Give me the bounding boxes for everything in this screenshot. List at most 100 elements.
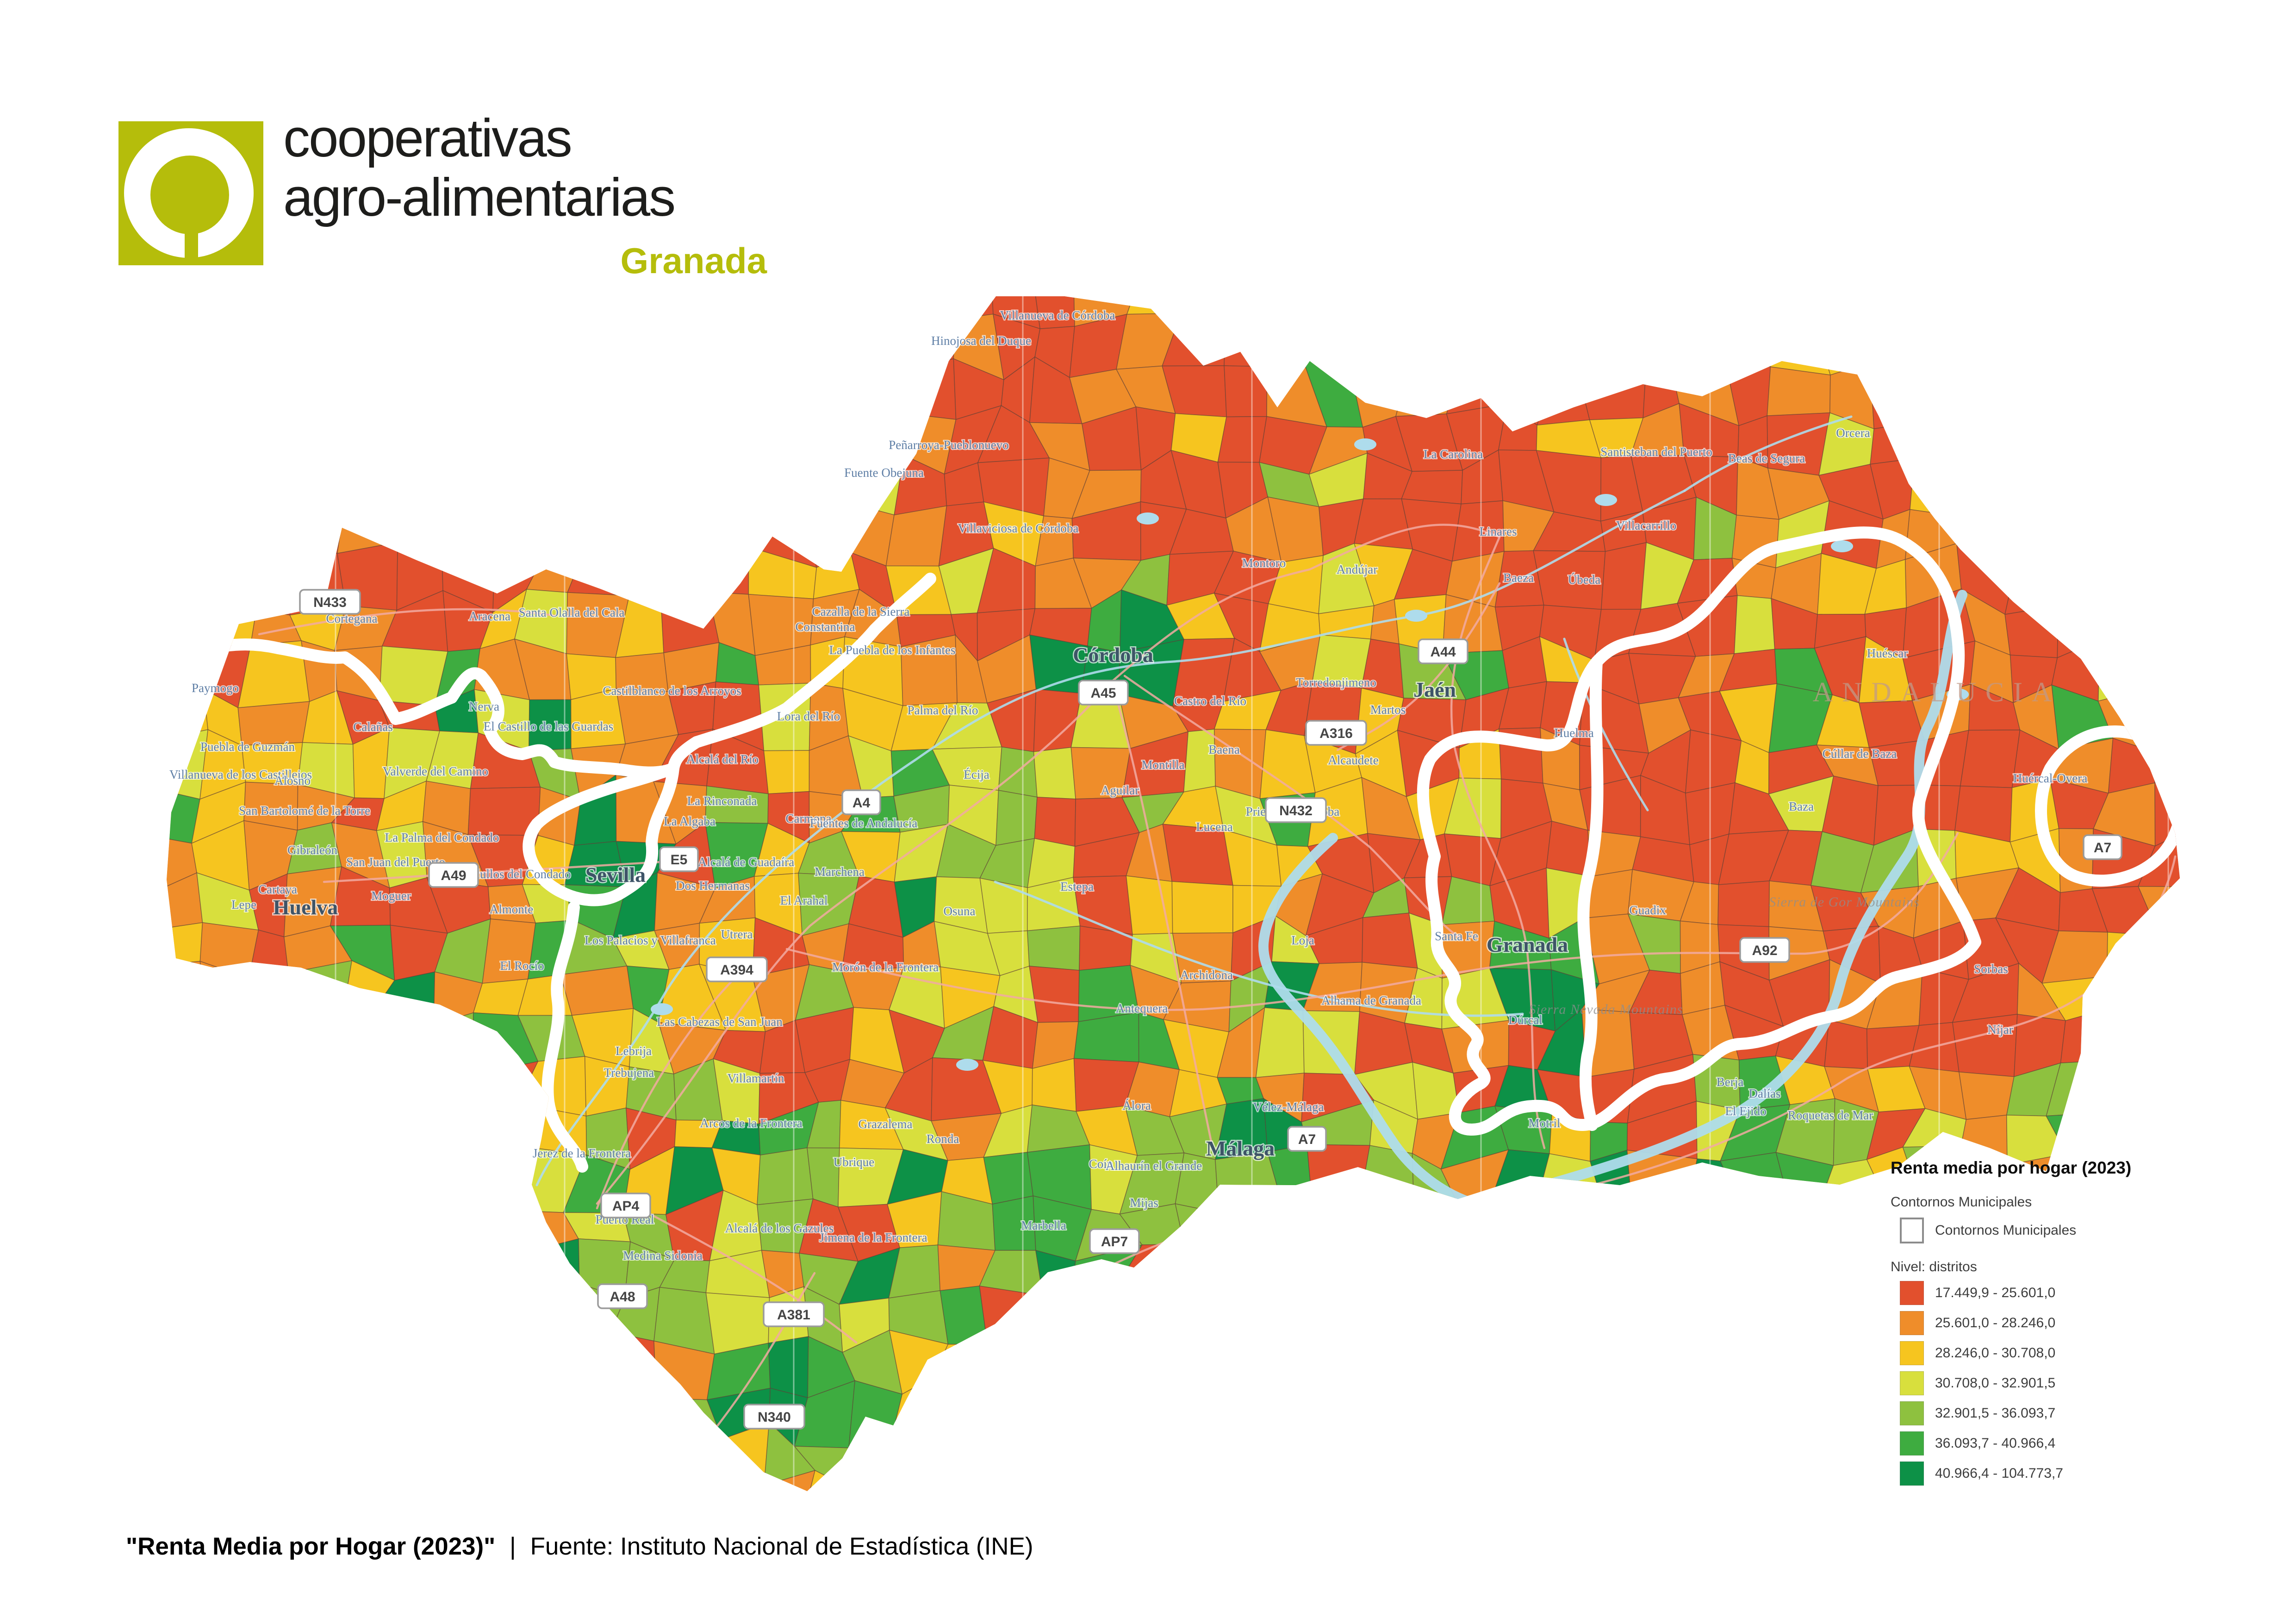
road-shield: N340 (743, 1404, 805, 1430)
city-label: Huelma (1554, 726, 1593, 740)
city-label: San Juan del Puerto (346, 855, 445, 869)
road-shield: A7 (1287, 1126, 1327, 1152)
city-label: Villaviciosa de Córdoba (958, 521, 1079, 535)
city-label: Fuentes de Andalucía (810, 816, 917, 830)
city-label: Lebrija (616, 1044, 652, 1058)
city-label: Archidona (1180, 968, 1233, 982)
city-labels: Huelva Córdoba Jaén Granada Málaga Sevilla Pay… (168, 307, 2088, 1263)
city-label: Dos Hermanas (676, 879, 750, 893)
legend-class-row: 17.449,9 - 25.601,0 (1900, 1281, 2187, 1305)
road-shield: A92 (1739, 937, 1790, 963)
city-label: Antequera (1116, 1001, 1168, 1015)
city-label: Lepe (231, 898, 256, 912)
city-label: Palma del Río (908, 703, 978, 717)
city-label: Marbella (1021, 1218, 1066, 1232)
svg-text:A7: A7 (2094, 840, 2111, 856)
class-label: 36.093,7 - 40.966,4 (1935, 1436, 2056, 1451)
city-label: Santa Fe (1435, 929, 1478, 943)
road-shield: N433 (299, 589, 361, 615)
road-shield: N432 (1265, 797, 1327, 823)
city-label: Alcalá de Guadaíra (698, 855, 794, 869)
city-label: Moguer (371, 889, 411, 903)
city-label: Montilla (1142, 758, 1185, 772)
city-label: Villamartín (728, 1071, 784, 1085)
class-label: 30.708,0 - 32.901,5 (1935, 1375, 2056, 1391)
city-label: Baena (1208, 743, 1239, 756)
city-label: Dalías (1749, 1087, 1781, 1100)
city-label: La Algaba (664, 814, 716, 828)
city-label: Los Palacios y Villafranca (585, 933, 716, 947)
city-label: Puebla de Guzmán (200, 740, 295, 754)
city-label: Grazalema (859, 1117, 913, 1131)
city-label: Mijas (1130, 1196, 1158, 1210)
city-label: Fuente Obejuna (844, 466, 924, 480)
legend-title: Renta media por hogar (2023) (1891, 1158, 2132, 1177)
city-label: Santa Olalla del Cala (519, 606, 625, 619)
city-label: Roquetas de Mar (1788, 1108, 1873, 1122)
class-swatch (1900, 1371, 1924, 1395)
city-label: Ronda (927, 1132, 959, 1146)
class-swatch (1900, 1401, 1924, 1425)
city-label: Osuna (944, 904, 976, 918)
svg-text:E5: E5 (671, 852, 688, 868)
city-label: Peñarroya-Pueblonuevo (889, 438, 1008, 452)
city-label: Sorbas (1974, 962, 2008, 976)
svg-text:A394: A394 (720, 962, 753, 978)
watermark-label: Sierra Nevada Mountains (1529, 1002, 1683, 1017)
city-label: Villacarrillo (1616, 518, 1676, 532)
class-swatch (1900, 1341, 1924, 1365)
caption-title: "Renta Media por Hogar (2023)" (126, 1533, 496, 1560)
city-label: Alcalá del Río (686, 752, 759, 766)
city-label: Alcaudete (1328, 753, 1378, 767)
city-label: El Ejido (1725, 1104, 1766, 1118)
city-label: Huércal-Overa (2013, 771, 2087, 785)
road-shields: N433 A49 E5 A4 A45 A394 AP4 A48 A381 N340 AP7 A44 A3… (299, 589, 2122, 1430)
city-label: Alosno (274, 774, 311, 787)
class-swatch (1900, 1281, 1924, 1305)
city-label: Calañas (353, 720, 392, 734)
svg-text:AP4: AP4 (612, 1199, 640, 1214)
svg-text:A7: A7 (1298, 1132, 1316, 1147)
contours-section-label: Contornos Municipales (1891, 1194, 2032, 1210)
city-label: Trebujena (604, 1066, 654, 1080)
city-label: Jerez de la Frontera (533, 1146, 631, 1160)
city-label: Níjar (1987, 1023, 2013, 1037)
city-label: Cúllar de Baza (1823, 747, 1897, 761)
svg-text:AP7: AP7 (1101, 1234, 1128, 1249)
svg-text:N340: N340 (758, 1410, 791, 1425)
city-label: Motril (1528, 1116, 1560, 1130)
road-shield: A48 (597, 1283, 648, 1309)
road-shield: A381 (763, 1301, 825, 1327)
city-label: Guadix (1629, 903, 1666, 917)
svg-text:A381: A381 (777, 1307, 810, 1323)
city-label: Castilblanco de los Arroyos (603, 684, 741, 698)
class-swatch (1900, 1462, 1924, 1486)
city-label: Baeza (1503, 571, 1534, 585)
road-shield: A4 (841, 789, 881, 815)
city-label: Gibraleón (287, 843, 337, 857)
city-label: Martos (1370, 703, 1406, 717)
city-label: Cartaya (258, 882, 297, 896)
road-shield: A394 (706, 956, 768, 982)
city-label: Montoro (1242, 556, 1286, 570)
road-shield: A7 (2083, 834, 2122, 860)
contours-item-label: Contornos Municipales (1935, 1223, 2077, 1238)
city-label: Santisteban del Puerto (1600, 445, 1712, 459)
white-district-contours (167, 526, 2180, 1173)
city-label: Álora (1122, 1099, 1151, 1112)
caption-separator: | (510, 1533, 516, 1560)
city-label: Morón de la Frontera (832, 960, 939, 974)
city-label: Málaga (1206, 1137, 1275, 1160)
city-label: Orcera (1836, 426, 1870, 440)
city-label: Estepa (1060, 880, 1094, 893)
city-label: Jaén (1413, 678, 1456, 701)
svg-text:A48: A48 (610, 1289, 635, 1305)
city-label: San Bartolomé de la Torre (239, 804, 370, 818)
class-swatch (1900, 1431, 1924, 1455)
city-label: Hinojosa del Duque (931, 334, 1031, 348)
cooperativas-logo (118, 121, 263, 265)
city-label: Alhama de Granada (1321, 993, 1421, 1007)
svg-text:N433: N433 (313, 595, 347, 610)
city-label: Jimena de la Frontera (819, 1230, 927, 1244)
city-label: Lora del Río (777, 709, 840, 723)
